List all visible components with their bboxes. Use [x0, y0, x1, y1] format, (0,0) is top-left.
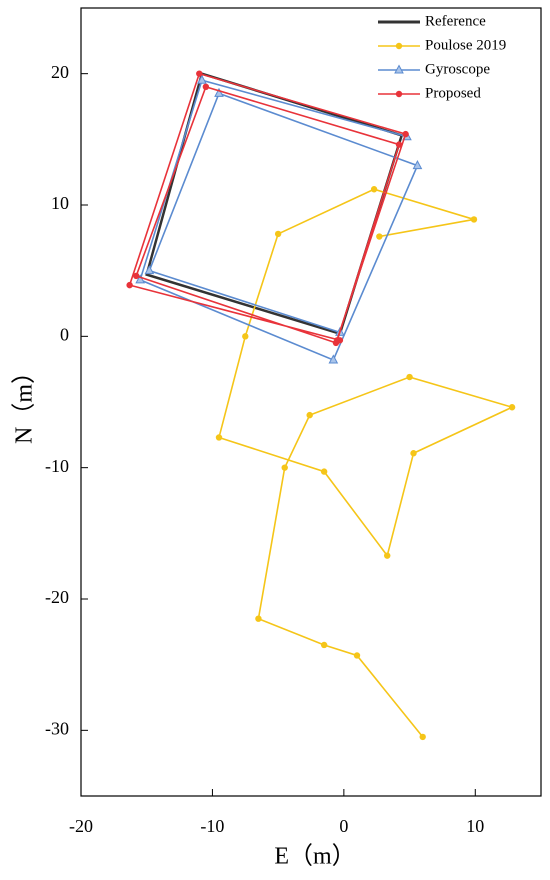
y-tick-label: 10 — [51, 193, 69, 213]
point — [126, 281, 133, 289]
y-tick-label: -20 — [45, 587, 69, 607]
legend-marker — [394, 64, 404, 74]
legend-marker — [395, 42, 403, 50]
x-tick-label: -20 — [69, 816, 93, 836]
point — [255, 615, 262, 622]
point — [384, 552, 391, 559]
point — [133, 272, 140, 280]
series-line — [218, 188, 515, 738]
x-tick-label: 0 — [339, 816, 348, 836]
point — [406, 373, 413, 381]
point — [306, 411, 313, 419]
point — [419, 733, 426, 741]
x-tick-label: -10 — [200, 816, 224, 836]
point — [135, 274, 145, 284]
point — [320, 641, 328, 649]
point — [328, 354, 339, 364]
point — [410, 450, 417, 457]
x-tick-label: 10 — [466, 816, 484, 836]
point — [334, 337, 341, 344]
y-tick-label: 0 — [60, 324, 69, 344]
point — [242, 333, 249, 340]
point — [395, 141, 403, 148]
point — [202, 83, 210, 91]
plot-frame — [80, 7, 542, 797]
point — [197, 74, 207, 84]
y-tick-label: -30 — [45, 718, 69, 738]
point — [214, 87, 224, 97]
legend-marker — [395, 90, 403, 98]
legend-label: Proposed — [425, 85, 481, 101]
y-tick-label: -10 — [45, 456, 69, 476]
point — [402, 130, 409, 138]
point — [353, 652, 361, 659]
x-axis-label: E（m） — [274, 844, 355, 870]
point — [508, 404, 516, 411]
point — [412, 160, 423, 170]
series-line — [128, 72, 407, 344]
point — [370, 186, 378, 193]
point — [215, 434, 223, 441]
point — [281, 464, 288, 471]
point — [320, 468, 328, 475]
point — [470, 216, 478, 223]
y-tick-label: 20 — [51, 62, 69, 82]
point — [144, 265, 155, 275]
point — [196, 70, 203, 77]
point — [376, 233, 383, 240]
legend-label: Gyroscope — [425, 61, 490, 77]
series-line — [139, 79, 419, 362]
legend-label: Reference — [425, 13, 486, 29]
legend-label: Poulose 2019 — [425, 37, 506, 53]
y-axis-label: N（m） — [12, 360, 38, 444]
point — [274, 230, 282, 238]
